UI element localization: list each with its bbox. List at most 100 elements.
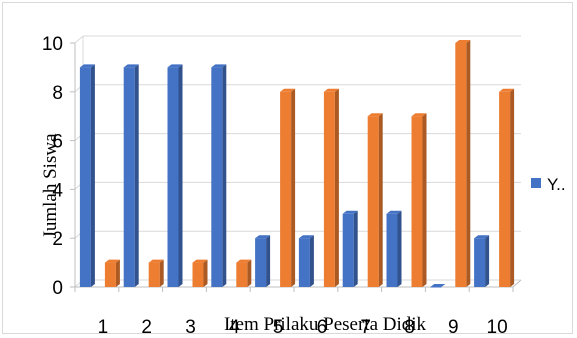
bar-side: [203, 259, 208, 287]
bar-orange-1: [104, 259, 120, 287]
bar-top: [104, 259, 120, 263]
bar-side: [134, 64, 139, 288]
y-tick-label: 6: [52, 132, 63, 153]
bar-side: [353, 210, 358, 287]
bar-blue-2: [123, 64, 139, 288]
bar-blue-4: [211, 64, 227, 288]
y-tick-label: 2: [52, 229, 63, 250]
x-tick-labels: 1 2 3 4 5 6 7 8 9 10: [98, 317, 508, 335]
bar-top: [255, 235, 271, 239]
bar-orange-2: [148, 259, 164, 287]
bar-front: [499, 91, 511, 287]
bar-blue-5: [255, 235, 271, 287]
bar-top: [455, 40, 471, 43]
bar-orange-9: [455, 40, 471, 287]
bar-side: [159, 259, 164, 287]
x-tick-label: 2: [141, 317, 152, 335]
bars: [79, 40, 515, 288]
y-tick-labels: 0 2 4 6 8 10: [42, 34, 64, 299]
bar-front: [255, 238, 267, 287]
x-tick-label: 4: [229, 317, 240, 335]
x-tick-label: 10: [487, 317, 508, 335]
bar-top: [411, 113, 427, 117]
x-tick-label: 7: [360, 317, 371, 335]
bar-side: [309, 235, 314, 287]
bar-blue-10: [474, 235, 490, 287]
bar-top: [430, 284, 446, 287]
bar-side: [222, 64, 227, 288]
bar-front: [167, 67, 179, 288]
x-tick-label: 3: [185, 317, 196, 335]
bar-front: [342, 213, 354, 287]
bar-front: [211, 67, 223, 288]
y-axis-title: Jumlah Siswa: [40, 133, 61, 239]
bar-side: [466, 40, 471, 287]
bar-top: [367, 113, 383, 117]
legend: Y..: [531, 175, 566, 194]
bar-front: [367, 116, 379, 287]
bar-side: [378, 113, 383, 287]
x-tick-label: 8: [404, 317, 415, 335]
bar-side: [334, 88, 339, 287]
bar-top: [148, 259, 164, 263]
bar-blue-1: [79, 64, 95, 288]
bar-side: [178, 64, 183, 288]
bar-blue-7: [342, 210, 358, 287]
bar-top: [79, 64, 95, 68]
x-axis-title: Item Prilaku Peserta Didik: [224, 314, 427, 335]
y-tick-label: 4: [52, 180, 63, 201]
bar-front: [386, 213, 398, 287]
bar-orange-10: [499, 88, 515, 287]
bar-side: [247, 259, 252, 287]
bar-orange-6: [323, 88, 339, 287]
y-tick-label: 10: [42, 34, 63, 55]
bar-top: [474, 235, 490, 239]
bar-front: [298, 238, 310, 287]
bar-top: [323, 88, 339, 92]
bar-front: [123, 67, 135, 288]
bar-front: [104, 262, 116, 287]
y-tick-label: 8: [52, 83, 63, 104]
bar-front: [280, 91, 292, 287]
bar-side: [397, 210, 402, 287]
bar-front: [148, 262, 160, 287]
bar-front: [474, 238, 486, 287]
legend-swatch: [531, 178, 541, 188]
bar-front: [79, 67, 91, 288]
bar-top: [386, 210, 402, 214]
bar-side: [291, 88, 296, 287]
bar-top: [192, 259, 208, 263]
bar-top: [342, 210, 358, 214]
bar-front: [192, 262, 204, 287]
y-tick-label: 0: [52, 278, 63, 299]
gridline-diag: [74, 35, 84, 44]
x-tick-label: 6: [317, 317, 328, 335]
bar-blue-9: [430, 284, 446, 288]
bar-front: [323, 91, 335, 287]
bar-front: [430, 287, 442, 288]
gridlines: [74, 35, 521, 288]
bar-orange-8: [411, 113, 427, 287]
bar-orange-7: [367, 113, 383, 287]
bar-side: [485, 235, 490, 287]
bar-top: [123, 64, 139, 68]
legend-entry: Y..: [547, 175, 566, 194]
bar-top: [298, 235, 314, 239]
bar-side: [422, 113, 427, 287]
bar-top: [211, 64, 227, 68]
x-tick-label: 9: [448, 317, 459, 335]
bar-side: [115, 259, 120, 287]
bar-orange-4: [236, 259, 252, 287]
bar-orange-5: [280, 88, 296, 287]
bar-front: [236, 262, 248, 287]
bar-blue-8: [386, 210, 402, 287]
bar-front: [455, 43, 467, 287]
bar-side: [90, 64, 95, 288]
bar-front: [411, 116, 423, 287]
bar-blue-6: [298, 235, 314, 287]
bar-side: [510, 88, 515, 287]
bar-orange-3: [192, 259, 208, 287]
bar-top: [280, 88, 296, 92]
x-tick-label: 5: [273, 317, 284, 335]
bar-blue-3: [167, 64, 183, 288]
